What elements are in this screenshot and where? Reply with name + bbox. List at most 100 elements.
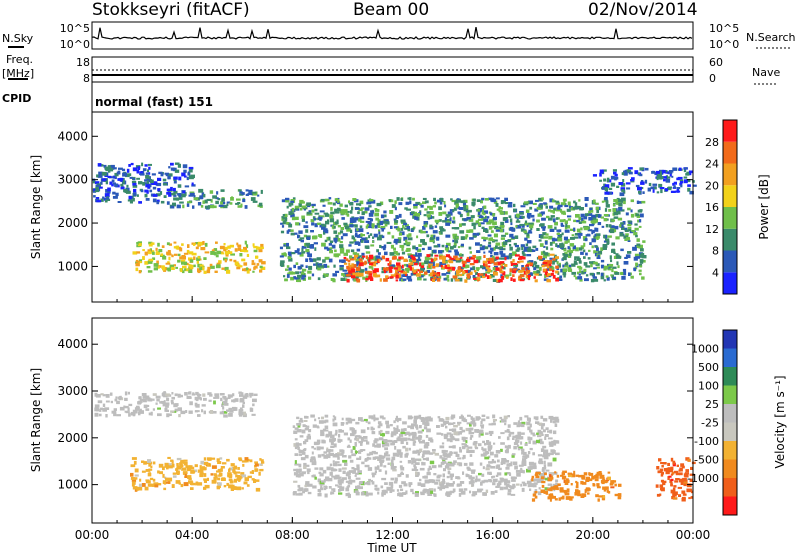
velocity-echo-cell xyxy=(686,483,692,488)
power-echo-cell xyxy=(401,264,404,269)
power-echo-cell xyxy=(641,255,647,259)
power-echo-cell xyxy=(347,259,351,263)
velocity-echo-cell xyxy=(374,466,379,470)
velocity-echo-cell xyxy=(552,420,556,424)
power-echo-cell xyxy=(619,232,624,237)
velocity-echo-cell xyxy=(540,426,544,430)
power-echo-cell xyxy=(457,277,463,282)
power-echo-cell xyxy=(656,178,659,181)
velocity-echo-cell xyxy=(480,425,484,429)
power-echo-cell xyxy=(358,258,363,262)
velocity-echo-cell xyxy=(419,467,425,471)
power-echo-cell xyxy=(587,233,591,236)
power-echo-cell xyxy=(476,232,480,236)
velocity-echo-cell xyxy=(365,419,368,423)
power-echo-cell xyxy=(173,241,177,244)
velocity-echo-cell xyxy=(368,478,371,482)
power-echo-cell xyxy=(613,171,617,175)
power-echo-cell xyxy=(148,243,153,247)
velocity-echo-cell xyxy=(588,478,593,482)
power-echo-cell xyxy=(469,251,472,254)
power-echo-cell xyxy=(319,215,325,218)
velocity-echo-cell xyxy=(295,442,299,447)
nsky-tick-bottom-left: 10^0 xyxy=(60,38,90,51)
power-echo-cell xyxy=(344,204,348,208)
velocity-echo-cell xyxy=(335,474,340,478)
power-echo-cell xyxy=(329,247,333,250)
power-echo-cell xyxy=(126,173,132,176)
power-echo-cell xyxy=(313,218,316,221)
velocity-echo-cell xyxy=(474,446,479,450)
power-echo-cell xyxy=(223,204,228,209)
power-echo-cell xyxy=(327,219,329,223)
velocity-echo-cell xyxy=(396,425,399,429)
power-echo-cell xyxy=(187,244,190,248)
power-echo-cell xyxy=(561,247,567,250)
power-echo-cell xyxy=(604,247,607,250)
power-echo-cell xyxy=(429,224,433,228)
velocity-echo-cell xyxy=(358,441,363,444)
velocity-echo-cell xyxy=(415,424,418,429)
power-echo-cell xyxy=(301,201,305,204)
velocity-echo-cell xyxy=(303,471,306,475)
velocity-echo-cell xyxy=(617,483,622,487)
velocity-echo-cell xyxy=(609,482,614,486)
velocity-echo-cell xyxy=(331,475,336,478)
velocity-echo-cell xyxy=(500,432,505,435)
power-echo-cell xyxy=(294,216,299,220)
velocity-echo-cell xyxy=(480,481,483,486)
velocity-echo-cell xyxy=(235,471,241,474)
velocity-echo-cell xyxy=(330,467,334,471)
velocity-echo-cell xyxy=(436,432,442,435)
power-echo-cell xyxy=(519,260,524,263)
power-echo-cell xyxy=(547,260,553,264)
velocity-echo-cell xyxy=(312,474,316,478)
power-echo-cell xyxy=(504,211,508,215)
power-echo-cell xyxy=(460,256,463,259)
velocity-echo-cell xyxy=(110,400,113,404)
velocity-echo-cell xyxy=(298,453,302,456)
power-echo-cell xyxy=(299,237,305,240)
velocity-echo-cell xyxy=(342,455,347,458)
power-echo-cell xyxy=(343,262,348,265)
velocity-echo-cell xyxy=(494,490,498,493)
power-echo-cell xyxy=(480,265,484,269)
velocity-echo-cell xyxy=(446,438,451,442)
velocity-echo-cell xyxy=(607,490,611,494)
velocity-echo-cell xyxy=(426,471,431,476)
velocity-echo-cell xyxy=(134,474,139,477)
power-echo-cell xyxy=(488,241,492,245)
power-echo-cell xyxy=(370,210,375,213)
power-echo-cell xyxy=(200,247,206,251)
power-echo-cell xyxy=(142,168,147,172)
velocity-echo-cell xyxy=(428,479,434,483)
power-echo-cell xyxy=(210,251,215,255)
velocity-echo-cell xyxy=(413,419,417,424)
power-echo-cell xyxy=(368,265,373,269)
power-echo-cell xyxy=(132,182,137,186)
velocity-echo-cell xyxy=(393,440,398,443)
power-echo-cell xyxy=(464,270,468,273)
velocity-echo-cell xyxy=(510,461,513,464)
power-echo-cell xyxy=(411,227,415,231)
power-echo-cell xyxy=(616,198,621,203)
velocity-echo-cell xyxy=(561,472,565,476)
power-echo-cell xyxy=(408,258,412,263)
velocity-echo-cell xyxy=(171,396,175,400)
power-echo-cell xyxy=(483,229,488,232)
power-echo-cell xyxy=(448,213,451,217)
velocity-echo-cell xyxy=(306,464,310,467)
power-echo-cell xyxy=(442,259,446,264)
power-echo-cell xyxy=(590,263,593,268)
velocity-echo-cell xyxy=(171,463,175,468)
power-echo-cell xyxy=(478,208,482,212)
power-echo-cell xyxy=(114,172,119,177)
power-echo-cell xyxy=(476,277,481,280)
velocity-echo-cell xyxy=(549,441,554,444)
velocity-echo-cell xyxy=(504,445,507,449)
velocity-echo-cell xyxy=(449,473,454,477)
power-echo-cell xyxy=(611,268,614,273)
velocity-echo-cell xyxy=(296,416,300,420)
velocity-colorbar-tick: 500 xyxy=(698,361,719,374)
power-echo-cell xyxy=(415,201,421,205)
